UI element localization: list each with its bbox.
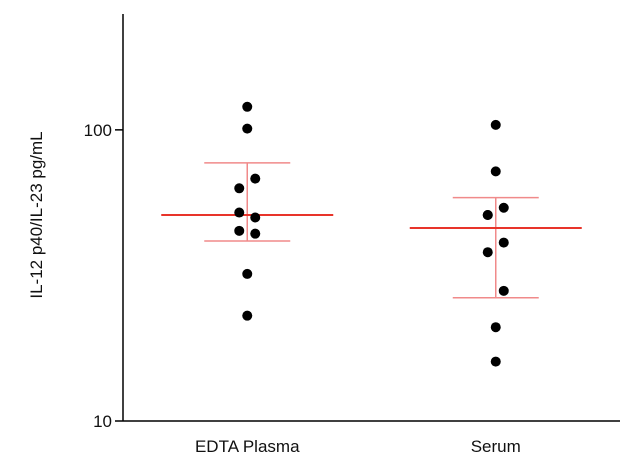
group-1	[409, 119, 582, 367]
x-tick-label-1: Serum	[471, 437, 521, 456]
data-point-0-4	[234, 207, 245, 218]
data-point-1-6	[482, 247, 493, 258]
data-point-1-5	[498, 237, 509, 248]
group-0	[161, 101, 334, 321]
data-point-0-9	[242, 310, 253, 321]
data-groups	[161, 101, 582, 367]
data-point-0-1	[242, 123, 253, 134]
data-point-0-7	[250, 228, 261, 239]
y-tick-label-1: 100	[84, 121, 112, 140]
y-tick-label-0: 10	[93, 412, 112, 431]
data-point-1-9	[490, 356, 501, 367]
data-point-1-1	[490, 166, 501, 177]
data-point-1-2	[498, 202, 509, 213]
x-tick-label-0: EDTA Plasma	[195, 437, 300, 456]
data-point-0-6	[234, 225, 245, 236]
data-point-0-8	[242, 268, 253, 279]
data-point-1-7	[498, 285, 509, 296]
data-point-0-5	[250, 212, 261, 223]
data-point-1-8	[490, 322, 501, 333]
data-point-1-4	[482, 209, 493, 220]
data-point-0-3	[234, 183, 245, 194]
y-ticks: 10 100	[84, 121, 123, 431]
y-axis-label: IL-12 p40/IL-23 pg/mL	[27, 131, 46, 298]
data-point-0-0	[242, 101, 253, 112]
data-point-1-0	[490, 119, 501, 130]
x-tick-labels: EDTA Plasma Serum	[195, 437, 521, 456]
data-point-0-2	[250, 173, 261, 184]
